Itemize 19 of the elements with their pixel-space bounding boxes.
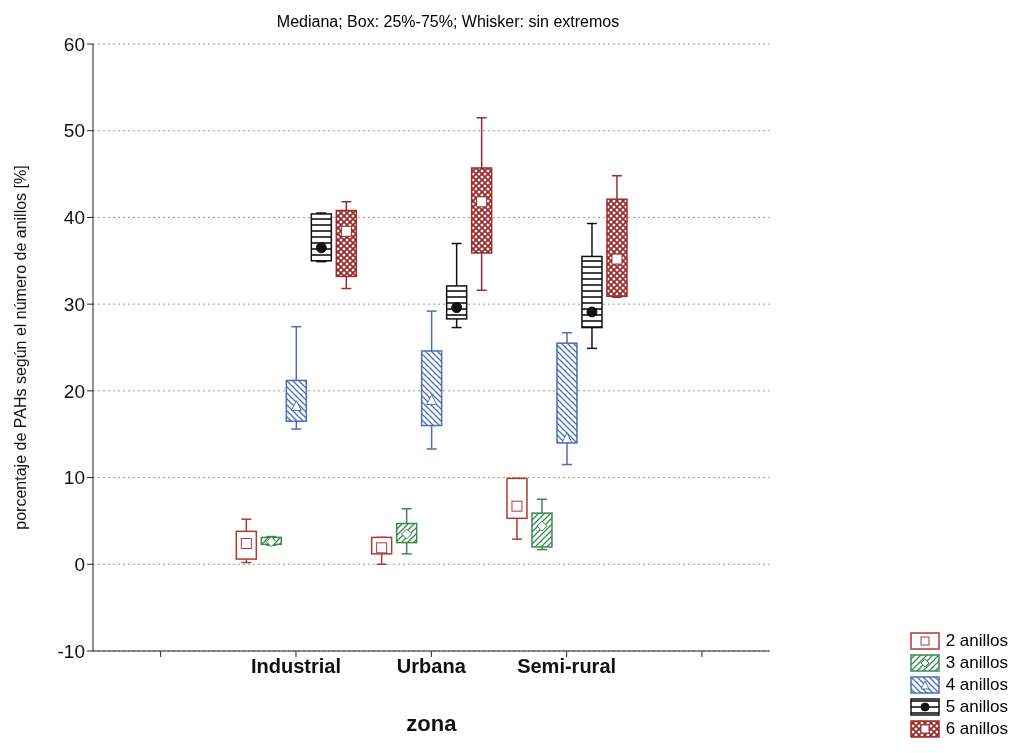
y-tick-label: 60 [63,33,85,55]
x-tick-label: Urbana [396,655,467,678]
x-tick-label: Industrial [250,655,341,678]
y-tick-label: 10 [63,467,85,489]
y-tick-label: 50 [63,120,85,142]
legend-label: 2 anillos [945,631,1008,651]
y-tick-label: 30 [63,293,85,315]
y-tick-label: 20 [63,380,85,402]
y-tick-label: -10 [57,640,85,662]
legend-label: 6 anillos [945,719,1008,739]
y-tick-label: 40 [63,207,85,229]
legend-label: 4 anillos [945,675,1008,695]
legend-label: 3 anillos [945,653,1008,673]
y-tick-label: 0 [74,554,85,576]
x-tick-label: Semi-rural [517,655,617,678]
legend-label: 5 anillos [945,697,1008,717]
x-axis-title: zona [406,711,458,736]
chart-title: Mediana; Box: 25%-75%; Whisker: sin extremos [276,13,620,30]
y-axis-title: porcentaje de PAHs según el número de anillos [%] [11,165,29,530]
